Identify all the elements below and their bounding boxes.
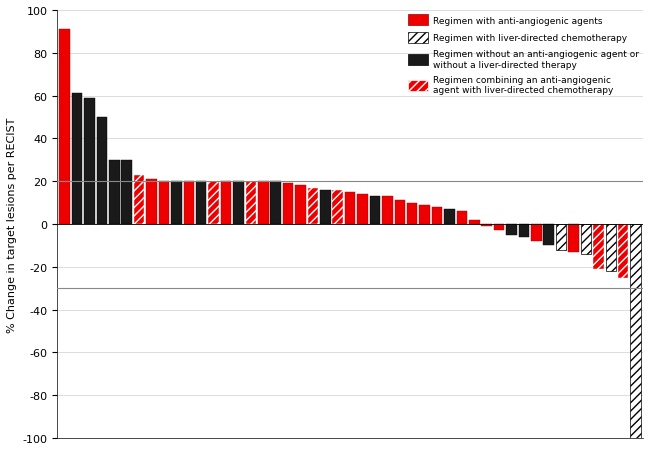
Bar [469, 220, 480, 225]
Legend: Regimen with anti-angiogenic agents, Regimen with liver-directed chemotherapy, R: Regimen with anti-angiogenic agents, Reg… [404, 12, 642, 99]
Bar [84, 98, 95, 225]
Bar [196, 182, 207, 225]
Bar [159, 182, 169, 225]
Bar [543, 225, 554, 246]
Bar [482, 225, 492, 227]
Bar [395, 201, 405, 225]
Bar [506, 225, 517, 235]
Bar [246, 182, 256, 225]
Bar [618, 225, 629, 278]
Bar [72, 94, 83, 225]
Bar [109, 161, 120, 225]
Bar [258, 182, 268, 225]
Bar [307, 188, 318, 225]
Bar [358, 194, 368, 225]
Bar [283, 184, 293, 225]
Bar [171, 182, 181, 225]
Bar [407, 203, 417, 225]
Bar [270, 182, 281, 225]
Bar [593, 225, 604, 269]
Bar [233, 182, 244, 225]
Bar [419, 205, 430, 225]
Bar [444, 210, 455, 225]
Bar [183, 182, 194, 225]
Bar [209, 182, 219, 225]
Bar [568, 225, 578, 252]
Bar [345, 193, 356, 225]
Bar [146, 179, 157, 225]
Bar [531, 225, 541, 242]
Bar [606, 225, 616, 272]
Bar [519, 225, 529, 237]
Bar [630, 225, 641, 438]
Y-axis label: % Change in target lesions per RECIST: % Change in target lesions per RECIST [7, 117, 17, 332]
Bar [382, 197, 393, 225]
Bar [320, 190, 331, 225]
Bar [59, 30, 70, 225]
Bar [97, 118, 107, 225]
Bar [432, 207, 442, 225]
Bar [556, 225, 566, 250]
Bar [580, 225, 592, 254]
Bar [332, 190, 343, 225]
Bar [494, 225, 504, 231]
Bar [370, 197, 380, 225]
Bar [295, 186, 306, 225]
Bar [221, 182, 231, 225]
Bar [134, 175, 144, 225]
Bar [122, 161, 132, 225]
Bar [456, 212, 467, 225]
